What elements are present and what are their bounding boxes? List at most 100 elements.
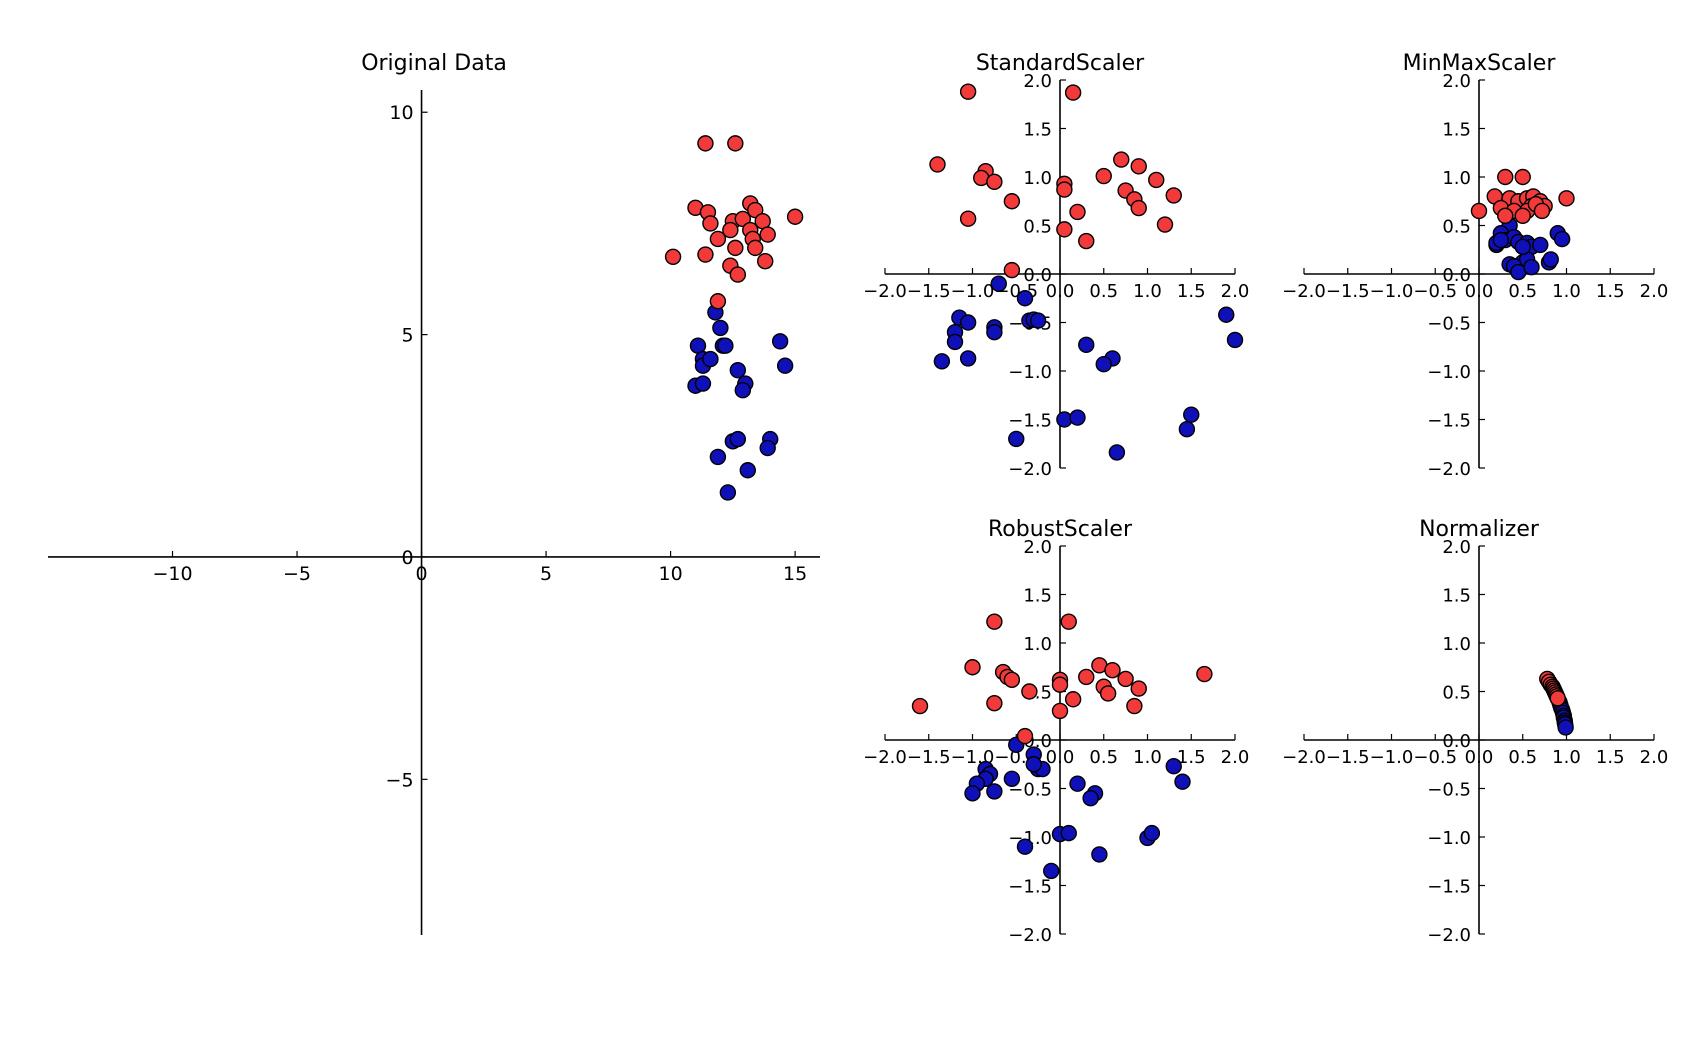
- x-tick-label: 1.0: [1133, 747, 1162, 768]
- scatter-point-class1: [986, 173, 1003, 191]
- scatter-point-class0: [1025, 756, 1042, 773]
- y-tick-label: 0.0: [1442, 731, 1471, 752]
- scatter-point-class1: [1003, 261, 1021, 279]
- panel-standard-scaler: StandardScaler −2.0 −1.5 −1.0 −0.5 0.0 0.5 1.0…: [863, 51, 1249, 480]
- y-tick-label: 0.5: [1442, 217, 1471, 238]
- x-tick-label: 2.0: [1221, 281, 1250, 302]
- scatter-point-class1: [1533, 202, 1551, 220]
- scatter-point-class0: [959, 350, 977, 367]
- scatter-point-class0: [712, 319, 729, 337]
- scatter-point-class1: [729, 266, 747, 283]
- y-tick-label: 1.0: [1442, 168, 1471, 189]
- scatter-point-class1: [1021, 683, 1038, 700]
- y-tick-label: 1.0: [1023, 168, 1052, 189]
- x-tick-label: 1.0: [1552, 281, 1581, 302]
- scatter-point-class1: [1130, 680, 1147, 697]
- x-tick-label: −1.0: [951, 281, 995, 302]
- x-tick-label: −10: [152, 563, 192, 585]
- scatter-point-class0: [1218, 306, 1235, 323]
- x-tick-label: 0.5: [1089, 281, 1118, 302]
- scatter-point-class0: [1492, 231, 1510, 249]
- scatter-point-class0: [1143, 824, 1161, 842]
- scatter-point-class1: [1165, 187, 1182, 204]
- scatter-point-class0: [1523, 259, 1540, 276]
- scatter-point-class0: [933, 353, 951, 370]
- y-tick-label: 0.5: [1023, 217, 1052, 238]
- scatter-point-class1: [1117, 670, 1134, 688]
- y-tick-label: 5: [401, 325, 413, 347]
- x-tick-label: 0.0: [1046, 747, 1075, 768]
- scatter-point-class0: [729, 361, 747, 379]
- scatter-point-class1: [722, 221, 739, 239]
- scatter-point-class0: [959, 314, 977, 331]
- scatter-point-class1: [911, 697, 929, 715]
- scatter-point-class0: [776, 357, 794, 374]
- y-tick-label: −2.0: [1008, 459, 1052, 480]
- scatter-point-class1: [1056, 221, 1073, 238]
- scatter-point-class0: [1174, 773, 1191, 790]
- y-tick-label: 0.0: [1023, 265, 1052, 286]
- scatter-point-class1: [747, 239, 764, 257]
- x-tick-label: −2.0: [863, 281, 907, 302]
- scatter-point-class0: [1095, 356, 1112, 373]
- scatter-point-class1: [1549, 690, 1566, 707]
- scatter-point-class1: [1078, 668, 1095, 686]
- x-tick-label: −2.0: [1282, 281, 1326, 302]
- scatter-point-class1: [1126, 697, 1143, 715]
- y-tick-label: 10: [389, 102, 413, 124]
- x-tick-label: −1.5: [1326, 747, 1370, 768]
- chart-title: Original Data: [361, 51, 507, 76]
- x-tick-label: 0.5: [1089, 747, 1118, 768]
- y-tick-label: −1.0: [1427, 362, 1471, 383]
- scatter-point-class0: [990, 275, 1007, 292]
- y-tick-label: −0.5: [1427, 780, 1471, 801]
- scatter-point-class0: [1532, 236, 1549, 254]
- chart-title: MinMaxScaler: [1403, 51, 1557, 76]
- chart-title: StandardScaler: [976, 51, 1145, 76]
- scatter-point-class0: [1557, 719, 1574, 736]
- scatter-point-class1: [734, 210, 751, 228]
- scatter-point-class0: [1553, 230, 1571, 248]
- x-tick-label: 1.5: [1177, 747, 1206, 768]
- y-tick-label: 2.0: [1442, 71, 1471, 92]
- y-tick-label: −1.5: [1427, 411, 1471, 432]
- panel-original-data: Original Data −10 −5 0 5 10 15 −5 0 5 10: [48, 51, 820, 935]
- x-tick-label: 0.0: [1465, 747, 1494, 768]
- scatter-point-class1: [1558, 190, 1575, 207]
- scatter-point-class1: [702, 215, 719, 232]
- x-tick-label: 1.0: [1133, 281, 1162, 302]
- scatter-point-class0: [1226, 331, 1244, 349]
- scatter-point-class0: [1008, 430, 1025, 448]
- scatter-point-class1: [1104, 661, 1121, 679]
- x-tick-label: 0.0: [1465, 281, 1494, 302]
- x-tick-label: 5: [540, 563, 552, 585]
- x-tick-label: 0.0: [1046, 281, 1075, 302]
- y-tick-label: −1.5: [1008, 411, 1052, 432]
- x-tick-label: −1.5: [907, 747, 951, 768]
- scatter-point-class1: [959, 210, 977, 227]
- y-tick-label: −2.0: [1008, 925, 1052, 946]
- scatter-point-class1: [664, 248, 682, 265]
- y-tick-label: 0: [401, 547, 413, 569]
- x-tick-label: −5: [283, 563, 311, 585]
- scatter-point-class1: [786, 208, 804, 225]
- scatter-point-class1: [986, 694, 1003, 712]
- scatter-point-class1: [1497, 168, 1514, 186]
- y-tick-label: −0.5: [1427, 314, 1471, 335]
- x-tick-label: −1.5: [907, 281, 951, 302]
- scatter-point-class1: [697, 135, 714, 152]
- scatter-point-class1: [1003, 193, 1021, 210]
- scatter-point-class1: [959, 83, 977, 100]
- scatter-point-class0: [1069, 409, 1086, 426]
- scatter-point-class1: [1051, 676, 1069, 693]
- y-tick-label: −1.5: [1008, 877, 1052, 898]
- scatter-point-class1: [1497, 207, 1514, 225]
- scatter-point-class1: [1148, 171, 1165, 189]
- x-tick-label: 0.5: [1508, 747, 1537, 768]
- x-tick-label: 1.5: [1177, 281, 1206, 302]
- scatter-point-class0: [1165, 757, 1182, 775]
- y-tick-label: 1.5: [1442, 120, 1471, 141]
- scatter-point-class0: [702, 350, 719, 368]
